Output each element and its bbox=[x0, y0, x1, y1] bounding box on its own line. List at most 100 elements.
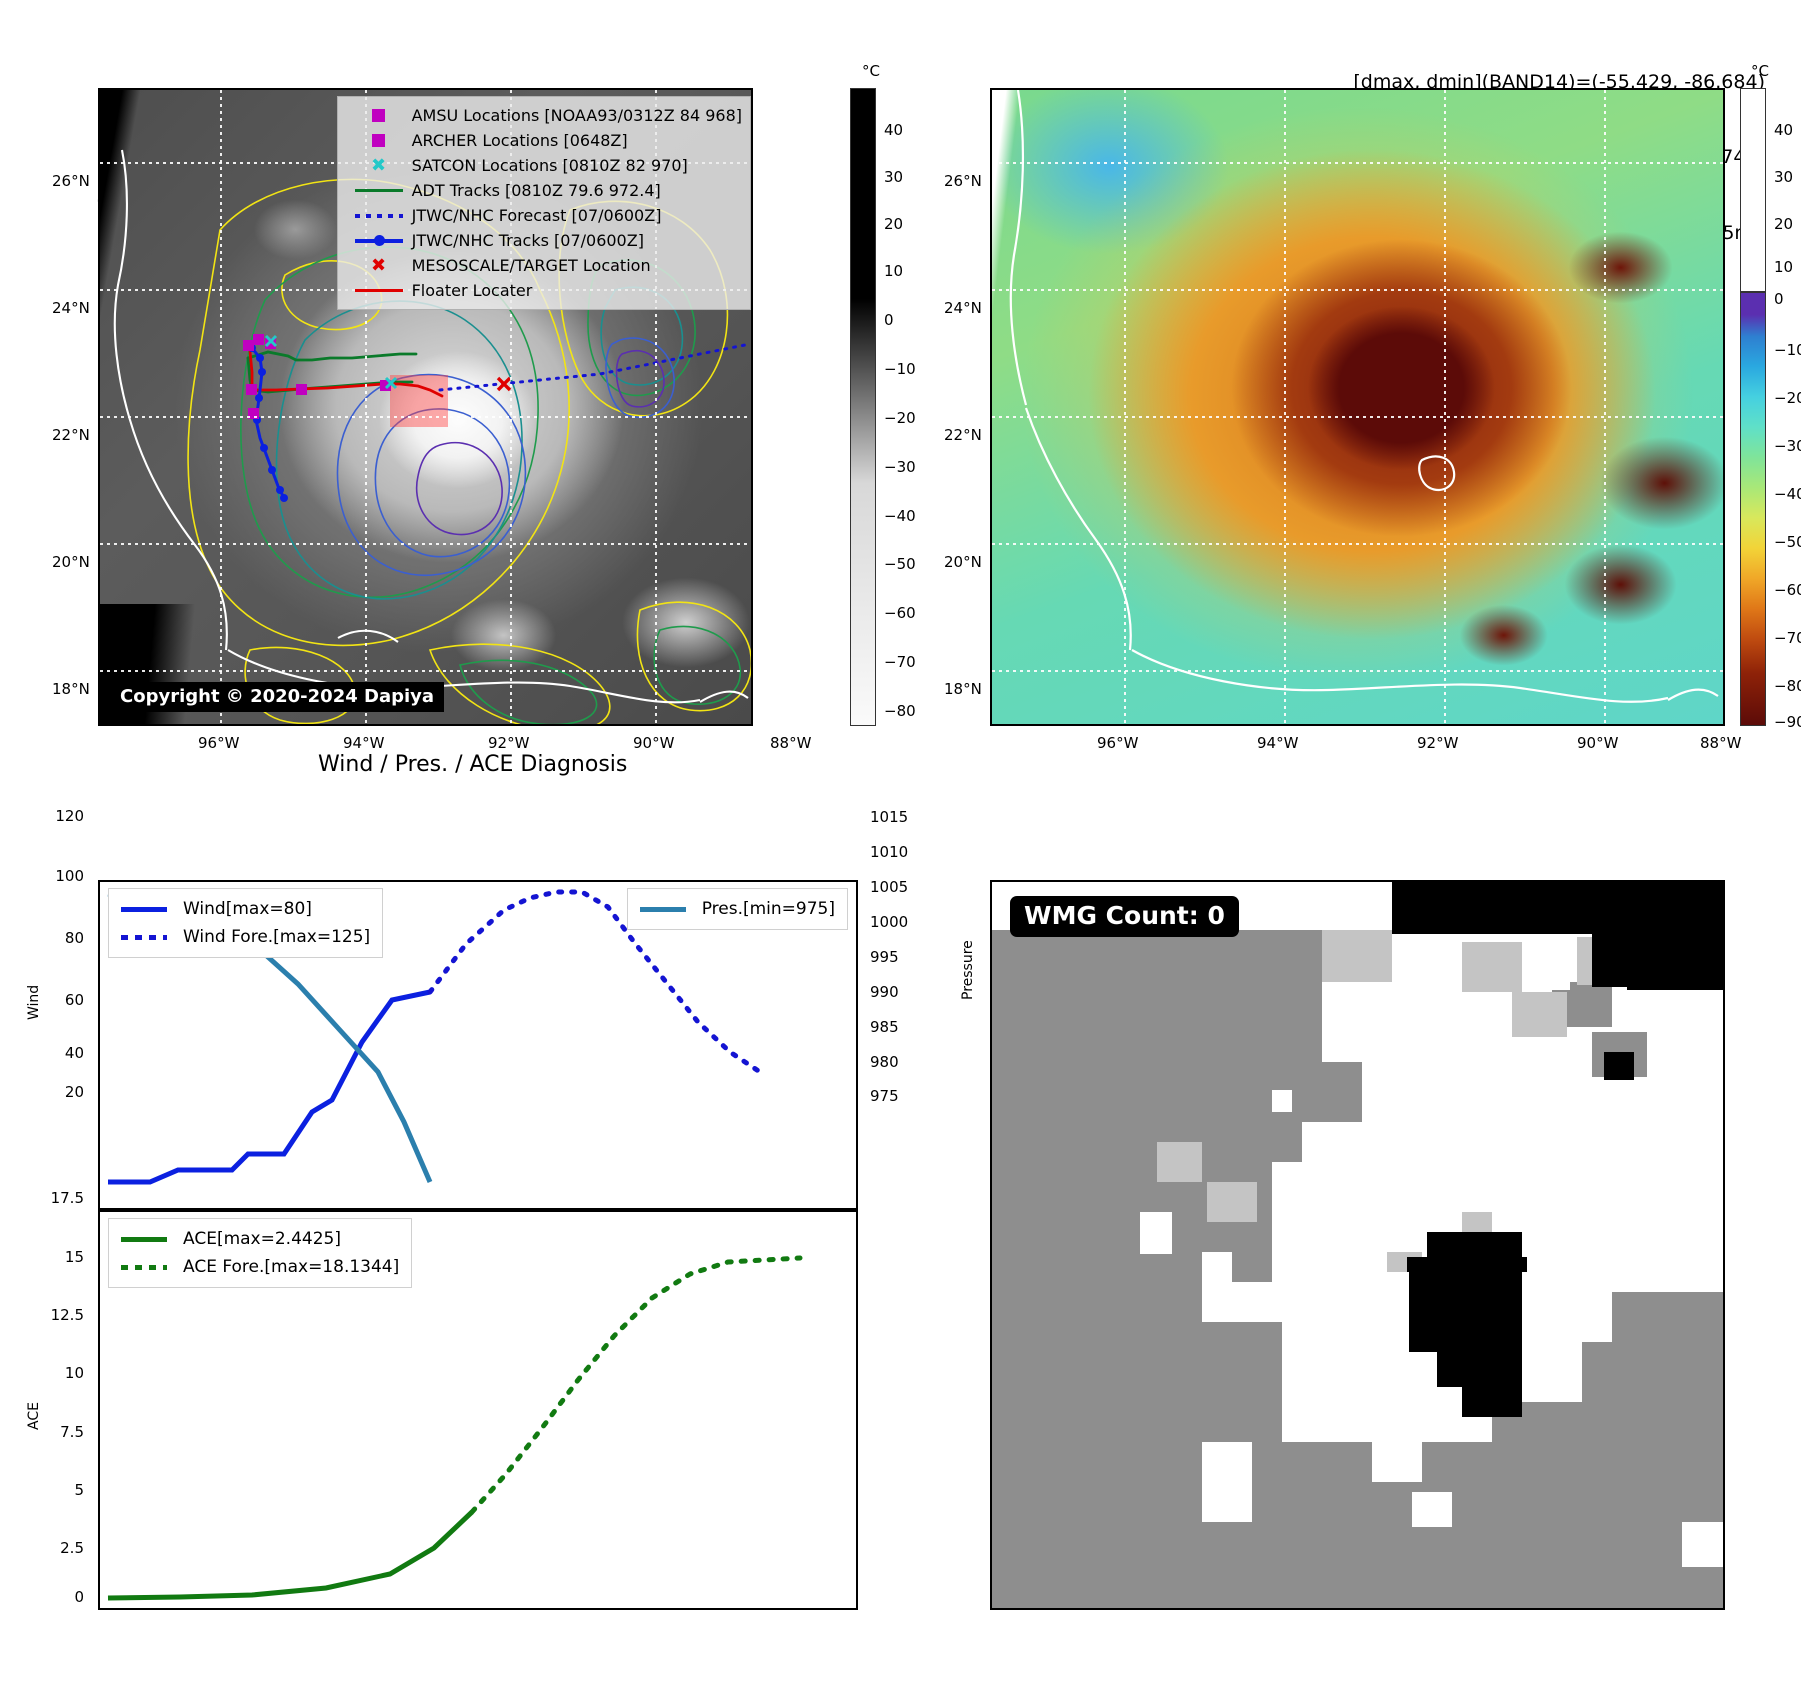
pres-ytick-975: 975 bbox=[870, 1087, 899, 1105]
ir-lat-label-18: 18°N bbox=[52, 680, 90, 698]
awv-cb-tick-12: −80 bbox=[1774, 677, 1801, 695]
ir-cb-tick-4: 0 bbox=[884, 311, 894, 329]
legend-row-forecast: JTWC/NHC Forecast [07/0600Z] bbox=[346, 203, 742, 228]
awv-color-image[interactable] bbox=[990, 88, 1725, 726]
awv-cb-tick-4: 0 bbox=[1774, 290, 1784, 308]
awv-grid-lat-18 bbox=[992, 670, 1723, 672]
ir-lon-label-90: 90°W bbox=[633, 734, 675, 752]
ir-mesoscale-image[interactable]: AMSU Locations [NOAA93/0312Z 84 968] ARC… bbox=[98, 88, 753, 726]
awv-colorbar-upper bbox=[1740, 88, 1766, 292]
adt-line-icon bbox=[346, 189, 412, 192]
pres-ytick-980: 980 bbox=[870, 1053, 899, 1071]
awv-colorbar bbox=[1740, 292, 1766, 726]
mesoscale-x-icon: ✖ bbox=[371, 254, 387, 276]
legend-label-ace: ACE[max=2.4425] bbox=[183, 1229, 341, 1249]
grid-lon-90 bbox=[655, 90, 657, 724]
awv-coastline-overlay bbox=[1009, 90, 1719, 703]
ir-cb-tick-3: 10 bbox=[884, 262, 904, 280]
legend-label-wind-forecast: Wind Fore.[max=125] bbox=[183, 927, 371, 947]
awv-grid-lon-94 bbox=[1284, 90, 1286, 724]
dmax-dmin-band14: [dmax, dmin](BAND14)=(-55.429, -86.684) bbox=[1353, 71, 1765, 94]
awv-cb-tick-13: −90 bbox=[1774, 713, 1801, 731]
legend-label-amsu: AMSU Locations [NOAA93/0312Z 84 968] bbox=[411, 106, 742, 125]
ir-lat-label-26: 26°N bbox=[52, 172, 90, 190]
ace-ytick-2.5: 2.5 bbox=[60, 1539, 84, 1557]
ace-ytick-5: 5 bbox=[74, 1481, 84, 1499]
floater-line-icon bbox=[346, 289, 412, 292]
awv-cb-tick-10: −60 bbox=[1774, 581, 1801, 599]
ace-ytick-12.5: 12.5 bbox=[50, 1306, 84, 1324]
ir-colorbar-unit: °C bbox=[862, 62, 880, 80]
awv-lon-label-96: 96°W bbox=[1097, 734, 1139, 752]
awv-cb-tick-5: −10 bbox=[1774, 341, 1801, 359]
awv-lat-label-22: 22°N bbox=[944, 426, 982, 444]
pres-ytick-1015: 1015 bbox=[870, 808, 909, 826]
awv-colorbar-unit: °C bbox=[1751, 62, 1769, 80]
wind-forecast-dotted-icon bbox=[121, 934, 183, 940]
legend-row-wind: Wind[max=80] bbox=[121, 895, 370, 923]
wmg-panel[interactable]: WMG Count: 0 bbox=[990, 880, 1725, 1610]
wind-pressure-chart[interactable]: Wind[max=80] Wind Fore.[max=125] Pres.[m… bbox=[98, 880, 858, 1210]
ir-lon-label-94: 94°W bbox=[343, 734, 385, 752]
awv-lat-label-18: 18°N bbox=[944, 680, 982, 698]
legend-label-mesoscale: MESOSCALE/TARGET Location bbox=[411, 256, 651, 275]
awv-grid-lat-26 bbox=[992, 162, 1723, 164]
pres-ytick-990: 990 bbox=[870, 983, 899, 1001]
awv-lat-label-24: 24°N bbox=[944, 299, 982, 317]
ir-lat-label-24: 24°N bbox=[52, 299, 90, 317]
awv-edge-mask bbox=[992, 90, 1723, 724]
ace-chart[interactable]: ACE[max=2.4425] ACE Fore.[max=18.1344] bbox=[98, 1210, 858, 1610]
awv-cb-tick-8: −40 bbox=[1774, 485, 1801, 503]
legend-label-pressure: Pres.[min=975] bbox=[701, 899, 835, 919]
wind-ytick-40: 40 bbox=[64, 1044, 84, 1062]
grid-lon-92 bbox=[510, 90, 512, 724]
diagnosis-title: Wind / Pres. / ACE Diagnosis bbox=[318, 752, 628, 777]
amsu-square-icon bbox=[346, 109, 412, 122]
wind-ytick-100: 100 bbox=[55, 867, 84, 885]
pres-ytick-1005: 1005 bbox=[870, 878, 909, 896]
archer-square-icon bbox=[346, 134, 412, 147]
awv-lon-label-94: 94°W bbox=[1257, 734, 1299, 752]
jtwc-line-marker-icon bbox=[346, 234, 412, 246]
ir-lat-label-22: 22°N bbox=[52, 426, 90, 444]
awv-cb-tick-1: 30 bbox=[1774, 168, 1794, 186]
ir-legend: AMSU Locations [NOAA93/0312Z 84 968] ARC… bbox=[336, 96, 751, 310]
awv-lon-label-92: 92°W bbox=[1417, 734, 1459, 752]
awv-cb-tick-2: 20 bbox=[1774, 215, 1794, 233]
ir-contour-overlay bbox=[113, 149, 751, 724]
awv-lat-label-26: 26°N bbox=[944, 172, 982, 190]
legend-label-forecast: JTWC/NHC Forecast [07/0600Z] bbox=[411, 206, 662, 225]
ir-lat-label-20: 20°N bbox=[52, 553, 90, 571]
forecast-dotted-icon bbox=[346, 213, 412, 218]
ace-plot bbox=[107, 1255, 803, 1601]
legend-row-archer: ARCHER Locations [0648Z] bbox=[346, 128, 742, 153]
pres-ytick-995: 995 bbox=[870, 948, 899, 966]
ir-cb-tick-0: 40 bbox=[884, 121, 904, 139]
ir-cb-tick-5: −10 bbox=[884, 360, 916, 378]
awv-grid-lat-20 bbox=[992, 543, 1723, 545]
legend-label-adt: ADT Tracks [0810Z 79.6 972.4] bbox=[411, 181, 661, 200]
grid-lon-94 bbox=[365, 90, 367, 724]
wind-ytick-60: 60 bbox=[64, 991, 84, 1009]
wind-ytick-20: 20 bbox=[64, 1083, 84, 1101]
awv-grid-lat-22 bbox=[992, 416, 1723, 418]
legend-label-ace-forecast: ACE Fore.[max=18.1344] bbox=[183, 1257, 400, 1277]
ace-ytick-7.5: 7.5 bbox=[60, 1423, 84, 1441]
ir-cb-tick-6: −20 bbox=[884, 409, 916, 427]
satcon-x-icon: ✖ bbox=[371, 154, 387, 176]
ace-ytick-17.5: 17.5 bbox=[50, 1189, 84, 1207]
legend-label-jtwc-track: JTWC/NHC Tracks [07/0600Z] bbox=[411, 231, 644, 250]
legend-row-satcon: ✖ SATCON Locations [0810Z 82 970] bbox=[346, 153, 742, 178]
ir-cb-tick-7: −30 bbox=[884, 458, 916, 476]
ir-colorbar bbox=[850, 88, 876, 726]
ir-cb-tick-10: −60 bbox=[884, 604, 916, 622]
ir-lon-label-96: 96°W bbox=[198, 734, 240, 752]
ace-ytick-0: 0 bbox=[74, 1588, 84, 1606]
legend-row-pressure: Pres.[min=975] bbox=[639, 895, 835, 923]
pressure-legend: Pres.[min=975] bbox=[626, 888, 848, 930]
pressure-line-icon bbox=[639, 906, 702, 912]
grid-lat-18 bbox=[100, 670, 751, 672]
legend-row-amsu: AMSU Locations [NOAA93/0312Z 84 968] bbox=[346, 103, 742, 128]
legend-row-adt: ADT Tracks [0810Z 79.6 972.4] bbox=[346, 178, 742, 203]
ir-lon-label-88: 88°W bbox=[770, 734, 812, 752]
